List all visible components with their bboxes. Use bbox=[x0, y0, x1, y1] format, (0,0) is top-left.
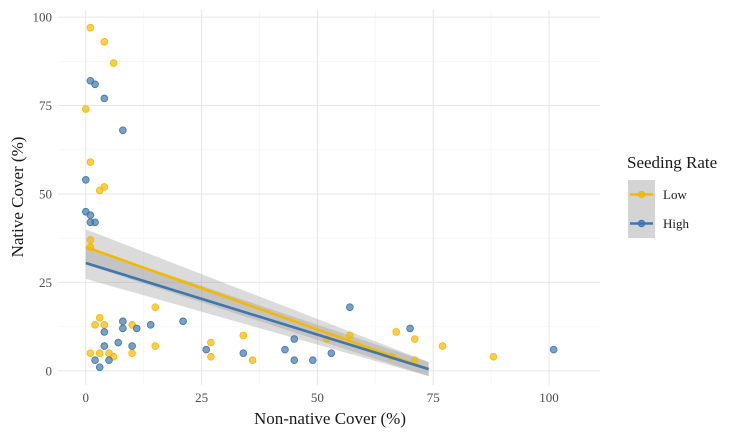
data-point-high bbox=[290, 356, 299, 365]
x-axis-title: Non-native Cover (%) bbox=[254, 409, 406, 428]
data-point-high bbox=[346, 303, 354, 311]
fit-line-high bbox=[85, 261, 429, 371]
data-point-low bbox=[81, 105, 90, 113]
data-point-high bbox=[549, 345, 558, 354]
data-point-low bbox=[248, 356, 257, 365]
data-point-low bbox=[128, 349, 136, 357]
data-point-high bbox=[327, 349, 336, 357]
data-point-low bbox=[346, 331, 354, 340]
data-point-low bbox=[100, 38, 109, 46]
data-point-low bbox=[95, 313, 104, 322]
data-point-high bbox=[105, 356, 113, 365]
data-point-high bbox=[86, 211, 95, 219]
legend-label-low: Low bbox=[663, 187, 687, 202]
data-point-low bbox=[438, 342, 447, 350]
data-point-high bbox=[119, 324, 127, 333]
y-tick-label: 25 bbox=[39, 275, 52, 290]
data-point-high bbox=[119, 317, 127, 326]
data-point-high bbox=[281, 345, 289, 354]
y-tick-label: 100 bbox=[33, 10, 53, 25]
data-point-high bbox=[239, 349, 248, 357]
data-point-low bbox=[207, 338, 215, 347]
data-point-low bbox=[410, 335, 419, 343]
data-point-high bbox=[100, 94, 109, 103]
data-point-high bbox=[100, 342, 109, 350]
data-point-high bbox=[100, 328, 109, 336]
x-tick-label: 75 bbox=[427, 390, 440, 405]
data-point-high bbox=[146, 321, 155, 329]
data-point-high bbox=[91, 356, 99, 365]
data-point-low bbox=[151, 303, 160, 311]
fit-line-low bbox=[85, 245, 430, 371]
y-tick-label: 0 bbox=[46, 363, 53, 378]
grid-major bbox=[58, 10, 600, 385]
data-point-low bbox=[239, 331, 248, 340]
data-point-high bbox=[308, 356, 317, 365]
y-axis-title: Native Cover (%) bbox=[8, 137, 27, 258]
data-point-high bbox=[114, 338, 123, 347]
data-point-low bbox=[109, 59, 118, 67]
data-point-high bbox=[81, 176, 90, 184]
data-point-low bbox=[86, 158, 95, 166]
x-tick-labels: 0 25 50 75 100 bbox=[83, 390, 559, 405]
y-tick-label: 50 bbox=[39, 186, 52, 201]
data-point-high bbox=[95, 363, 104, 372]
legend-key-point-low bbox=[637, 190, 646, 199]
data-point-low bbox=[95, 349, 104, 357]
data-point-high bbox=[119, 126, 127, 135]
y-tick-labels: 0 25 50 75 100 bbox=[33, 10, 53, 379]
data-point-low bbox=[86, 23, 95, 32]
data-point-high bbox=[91, 218, 99, 227]
data-point-high bbox=[290, 335, 299, 343]
data-point-low bbox=[86, 236, 95, 244]
data-point-high bbox=[202, 345, 211, 354]
x-tick-label: 0 bbox=[83, 390, 90, 405]
x-tick-label: 25 bbox=[195, 390, 208, 405]
data-point-high bbox=[91, 80, 99, 89]
data-point-low bbox=[392, 328, 400, 336]
y-tick-label: 75 bbox=[39, 98, 52, 113]
data-point-low bbox=[207, 352, 215, 361]
legend: Seeding Rate Low High bbox=[627, 153, 717, 238]
data-point-low bbox=[86, 349, 95, 357]
legend-label-high: High bbox=[663, 216, 690, 231]
legend-title: Seeding Rate bbox=[627, 153, 717, 172]
data-point-low bbox=[489, 352, 498, 361]
data-points bbox=[81, 23, 558, 372]
data-point-high bbox=[179, 317, 187, 326]
data-point-low bbox=[151, 342, 160, 350]
data-point-high bbox=[128, 342, 136, 350]
x-tick-label: 50 bbox=[311, 390, 324, 405]
data-point-low bbox=[100, 321, 109, 329]
data-point-high bbox=[406, 324, 414, 333]
x-tick-label: 100 bbox=[539, 390, 559, 405]
data-point-high bbox=[132, 324, 141, 333]
fit-lines bbox=[85, 245, 430, 371]
data-point-low bbox=[95, 186, 104, 195]
data-point-low bbox=[91, 321, 99, 329]
legend-key-point-high bbox=[637, 219, 646, 228]
